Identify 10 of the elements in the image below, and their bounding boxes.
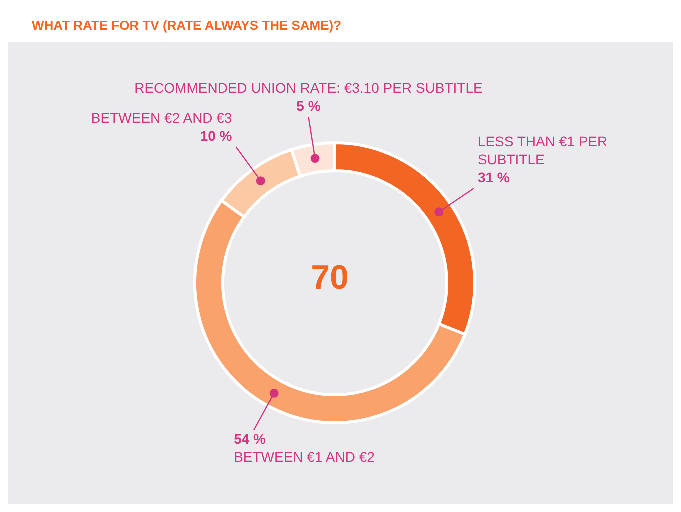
- data-label: 31 %: [478, 170, 510, 186]
- text: 70: [311, 259, 349, 297]
- data-label: 10 %: [200, 128, 233, 144]
- data-label: 54 %: [234, 431, 267, 448]
- slice-label: BETWEEN €2 AND €3: [91, 110, 232, 126]
- chart-title: WHAT RATE FOR TV (RATE ALWAYS THE SAME)?: [8, 8, 673, 42]
- slice-label: BETWEEN €1 AND €2: [234, 449, 376, 466]
- slice-label: RECOMMENDED UNION RATE: €3.10 PER SUBTITLE: [134, 80, 483, 96]
- data-label: 5 %: [296, 98, 322, 114]
- slice-label: LESS THAN €1 PER SUBTITLE: [478, 134, 608, 168]
